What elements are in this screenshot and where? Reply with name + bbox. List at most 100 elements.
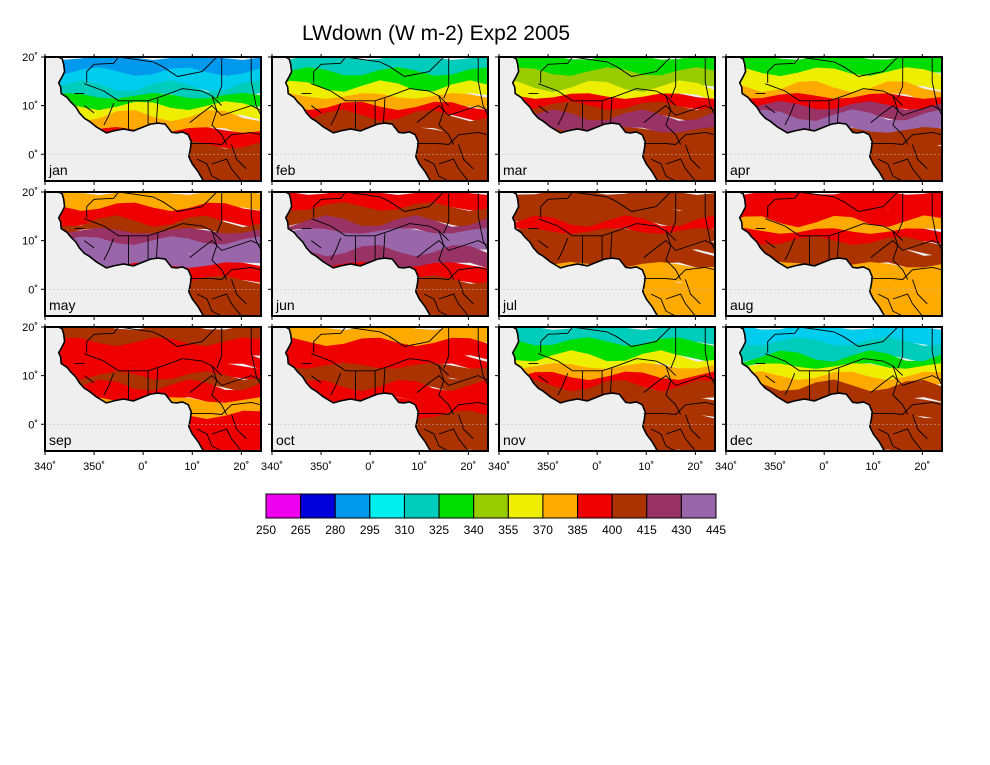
country-border xyxy=(912,144,928,170)
colorbar-swatch xyxy=(265,493,302,519)
country-border xyxy=(155,233,159,259)
country-border xyxy=(216,192,223,234)
lon-tick-label: 20˚ xyxy=(233,461,249,473)
colorbar-label: 370 xyxy=(533,523,553,537)
country-border xyxy=(767,327,800,353)
value-band xyxy=(58,337,261,364)
lon-tick-label: 350˚ xyxy=(537,461,559,473)
country-border xyxy=(540,192,573,218)
country-border xyxy=(836,368,840,394)
country-border xyxy=(557,373,569,396)
value-band xyxy=(739,93,942,112)
colorbar: 250 265 280 295 310 325 340 355 370 385 400 415 430 4… xyxy=(256,493,726,537)
value-band xyxy=(739,337,942,364)
country-border xyxy=(345,57,445,77)
value-band xyxy=(739,350,942,375)
country-border xyxy=(836,233,840,259)
value-band xyxy=(512,350,715,375)
country-border xyxy=(330,238,342,261)
country-border xyxy=(477,57,488,116)
value-band xyxy=(285,371,488,393)
coastline xyxy=(57,192,205,316)
country-border xyxy=(103,238,115,261)
panel-frame xyxy=(498,191,716,317)
value-band xyxy=(58,215,261,240)
country-border xyxy=(670,192,677,234)
map-panel-dec: dec 340˚ 350˚ 0˚ 10˚ 20˚ xyxy=(715,324,943,473)
value-band xyxy=(512,101,715,123)
value-band xyxy=(285,327,488,348)
lon-tick-label: 10˚ xyxy=(865,461,881,473)
country-border xyxy=(84,105,95,114)
country-border xyxy=(313,192,346,218)
panel-frame xyxy=(498,326,716,452)
country-border xyxy=(382,98,386,124)
country-border xyxy=(438,293,469,316)
country-border xyxy=(643,105,715,123)
country-border xyxy=(540,57,573,83)
country-border xyxy=(311,240,322,249)
lon-tick-label: 10˚ xyxy=(638,461,654,473)
country-border xyxy=(458,279,474,305)
country-border xyxy=(665,428,696,451)
country-border xyxy=(665,158,696,181)
colorbar-label: 265 xyxy=(291,523,311,537)
country-border xyxy=(643,131,715,145)
lon-tick-label: 350˚ xyxy=(310,461,332,473)
coastline xyxy=(511,192,659,316)
country-border xyxy=(650,158,676,181)
colorbar-label: 415 xyxy=(637,523,657,537)
panel-frame xyxy=(498,56,716,182)
country-border xyxy=(704,192,715,251)
country-border xyxy=(84,240,95,249)
lon-tick-label: 340˚ xyxy=(261,461,283,473)
country-border xyxy=(443,57,450,99)
country-border xyxy=(765,83,904,106)
country-border xyxy=(670,57,677,99)
country-border xyxy=(685,279,701,305)
coastline xyxy=(738,327,886,451)
value-band xyxy=(512,57,715,78)
country-border xyxy=(765,240,776,249)
map-panel-jul: jul xyxy=(495,189,716,320)
country-border xyxy=(231,279,247,305)
country-border xyxy=(892,95,909,145)
country-border xyxy=(231,414,247,440)
country-border xyxy=(540,327,573,353)
lon-tick-label: 10˚ xyxy=(411,461,427,473)
country-border xyxy=(103,373,115,396)
country-border xyxy=(155,368,159,394)
country-border xyxy=(665,95,682,145)
lon-tick-label: 0˚ xyxy=(819,461,829,473)
country-border xyxy=(189,240,261,258)
country-border xyxy=(345,192,445,212)
country-border xyxy=(382,368,386,394)
country-border xyxy=(572,192,672,212)
colorbar-label: 280 xyxy=(325,523,345,537)
country-border xyxy=(892,365,909,415)
country-border xyxy=(784,238,796,261)
country-border xyxy=(382,233,386,259)
panel-frame xyxy=(44,56,262,182)
country-border xyxy=(836,98,840,124)
country-border xyxy=(189,401,261,415)
colorbar-label: 250 xyxy=(256,523,276,537)
month-label: may xyxy=(49,297,75,313)
colorbar-label: 355 xyxy=(498,523,518,537)
map-panel-apr: apr xyxy=(722,54,943,185)
country-border xyxy=(118,57,218,77)
country-border xyxy=(313,327,346,353)
colorbar-label: 340 xyxy=(464,523,484,537)
figure-title: LWdown (W m-2) Exp2 2005 xyxy=(302,22,570,45)
lon-tick-label: 0˚ xyxy=(365,461,375,473)
lat-tick-label: 10˚ xyxy=(22,101,38,113)
month-label: mar xyxy=(503,162,527,178)
country-border xyxy=(86,192,119,218)
country-border xyxy=(765,353,904,376)
colorbar-label: 310 xyxy=(394,523,414,537)
colorbar-swatch xyxy=(542,493,579,519)
country-border xyxy=(765,105,776,114)
country-border xyxy=(650,428,676,451)
country-border xyxy=(311,375,322,384)
coastline xyxy=(57,57,205,181)
